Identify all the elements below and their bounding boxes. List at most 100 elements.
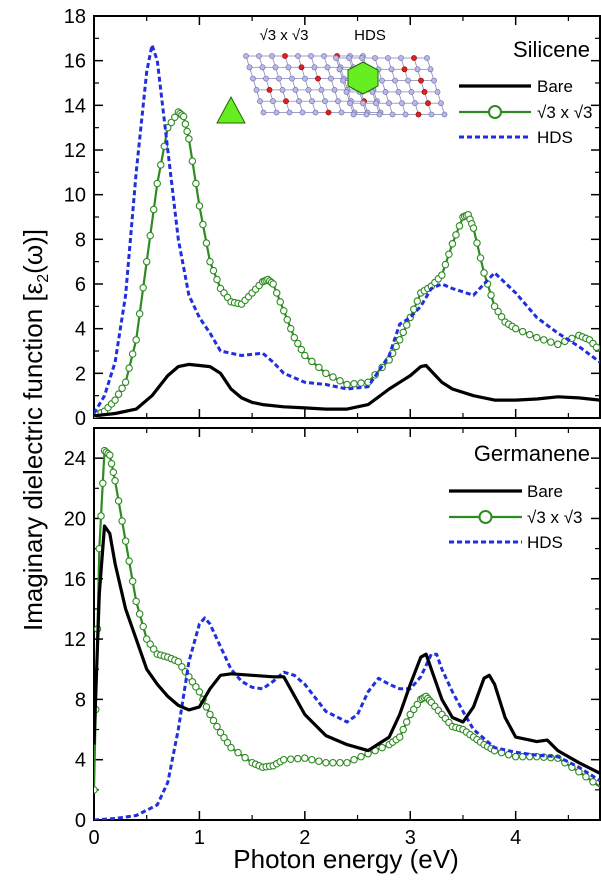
lattice-atom	[302, 75, 308, 82]
adatom	[411, 55, 417, 61]
data-point	[476, 254, 485, 262]
panel-title: Germanene	[474, 441, 590, 466]
data-point	[399, 328, 407, 337]
data-point	[135, 610, 144, 618]
data-point	[322, 369, 330, 378]
data-point	[329, 758, 337, 767]
data-point	[272, 289, 281, 297]
data-point	[592, 343, 600, 352]
data-point	[445, 250, 453, 258]
data-point	[279, 307, 288, 315]
data-point	[114, 390, 123, 398]
lattice-atom	[347, 100, 353, 107]
data-point	[290, 333, 299, 342]
plot-frame	[93, 15, 601, 419]
series-line-solid	[94, 524, 600, 775]
data-point	[106, 451, 114, 459]
data-point	[107, 459, 116, 468]
lattice-atom	[359, 55, 365, 61]
lattice-atom	[386, 100, 392, 107]
x-tick-label: 0	[88, 827, 99, 849]
data-point	[118, 384, 126, 392]
lattice-atom	[350, 111, 357, 118]
data-point	[455, 222, 464, 230]
lattice-atom	[336, 66, 343, 73]
data-point	[406, 710, 414, 719]
lattice-atom	[285, 64, 292, 71]
x-tick-label: 4	[510, 827, 521, 849]
data-point	[480, 269, 488, 277]
data-point	[146, 640, 154, 648]
lattice-atom	[343, 89, 350, 95]
lattice-atom	[259, 64, 266, 71]
data-point	[181, 120, 190, 128]
y-tick-label: 18	[64, 6, 86, 28]
data-point	[473, 239, 481, 247]
data-point	[402, 718, 411, 726]
data-point	[178, 662, 186, 671]
data-point	[111, 396, 119, 404]
y-tick-label: 16	[64, 51, 86, 73]
data-point	[357, 752, 365, 761]
y-tick-label: 8	[75, 229, 86, 251]
data-point	[118, 517, 126, 525]
data-point	[589, 778, 597, 786]
data-point	[294, 754, 302, 763]
data-point	[395, 733, 404, 741]
data-point	[343, 758, 351, 767]
data-point	[195, 202, 204, 210]
lattice-atom	[427, 66, 434, 73]
data-point	[329, 373, 337, 381]
data-point	[301, 754, 309, 762]
data-point	[511, 324, 520, 333]
lattice-atom	[273, 109, 280, 116]
y-axis-label: Imaginary dielectric function [ε2(ω)]	[18, 229, 52, 631]
data-point	[121, 537, 130, 545]
data-point	[139, 622, 147, 631]
series-line-solid	[94, 362, 600, 418]
lattice-atom	[340, 77, 346, 84]
adatom	[298, 64, 305, 71]
lattice-atom	[392, 77, 398, 84]
legend-entry: Bare	[527, 482, 563, 501]
lattice-atom	[250, 75, 256, 82]
y-tick-label: 14	[64, 95, 86, 117]
lattice-atom	[408, 89, 415, 95]
data-point	[111, 477, 119, 485]
lattice-atom	[414, 66, 421, 73]
data-point	[125, 557, 133, 565]
lattice-atom	[279, 87, 286, 93]
data-point	[518, 752, 527, 761]
data-point	[279, 755, 288, 764]
lattice-atom	[399, 100, 405, 107]
data-point	[139, 283, 147, 292]
data-point	[413, 297, 422, 305]
panel-title: Silicene	[513, 37, 590, 62]
data-point	[294, 339, 302, 348]
data-point	[554, 340, 562, 349]
lattice-atom	[431, 77, 437, 84]
y-tick-label: 2	[75, 363, 86, 385]
data-point	[336, 758, 344, 767]
legend-entry: HDS	[537, 128, 573, 147]
y-tick-label: 12	[64, 629, 86, 651]
adatom	[325, 109, 332, 116]
data-point	[167, 118, 176, 127]
lattice-atom	[322, 98, 328, 105]
data-point	[276, 298, 284, 306]
legend-entry: Bare	[537, 77, 573, 96]
lattice-atom	[379, 77, 385, 84]
data-point	[392, 342, 400, 351]
data-point	[315, 363, 323, 372]
lattice-atom	[424, 55, 430, 61]
lattice-atom	[412, 100, 418, 107]
sqrt3-lattice-diagram	[216, 53, 384, 124]
lattice-atom	[338, 109, 345, 116]
data-point	[297, 345, 306, 354]
y-tick-label: 20	[64, 508, 86, 530]
lattice-atom	[296, 98, 302, 105]
data-point	[94, 786, 98, 794]
data-point	[287, 324, 295, 333]
